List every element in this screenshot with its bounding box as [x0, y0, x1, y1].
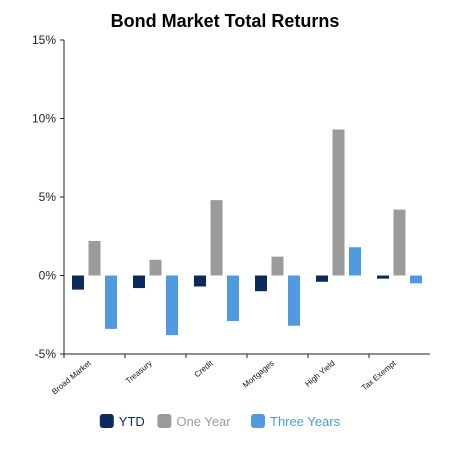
bars-layer [72, 129, 422, 336]
legend-label-one-year: One Year [176, 414, 231, 429]
bar-three-years-high-yield [349, 247, 361, 276]
x-tick-label: Mortgages [241, 359, 276, 390]
bar-three-years-credit [227, 275, 239, 322]
x-tick-label: Tax Exempt [360, 358, 398, 392]
bar-three-years-tax-exempt [410, 275, 422, 284]
bar-one-year-broad-market [88, 240, 101, 276]
bar-ytd-tax-exempt [377, 275, 389, 279]
bar-three-years-broad-market [105, 275, 117, 329]
bar-one-year-treasury [149, 259, 162, 276]
x-tick-label: Broad Market [50, 358, 93, 396]
x-tick-label: Credit [193, 358, 216, 379]
legend-swatch-ytd [99, 414, 114, 428]
x-tick-label: Treasury [124, 359, 154, 386]
bar-one-year-mortgages [271, 256, 284, 276]
legend-swatch-one-year [157, 414, 172, 428]
bar-ytd-mortgages [255, 275, 267, 292]
legend: YTD One Year Three Years [99, 414, 341, 429]
chart-title: Bond Market Total Returns [111, 11, 340, 31]
legend-swatch-three-years [251, 414, 265, 428]
bar-ytd-broad-market [72, 275, 84, 290]
bar-one-year-credit [210, 200, 223, 276]
bar-ytd-high-yield [316, 275, 328, 282]
legend-label-three-years: Three Years [270, 414, 341, 429]
bar-one-year-high-yield [332, 129, 345, 276]
y-tick-label: 10% [32, 112, 56, 126]
y-tick-label: 0% [39, 269, 57, 283]
legend-label-ytd: YTD [119, 414, 145, 429]
y-tick-label: 15% [32, 33, 56, 47]
y-tick-label: 5% [39, 190, 57, 204]
y-tick-label: -5% [35, 347, 57, 361]
bar-ytd-treasury [133, 275, 145, 289]
bar-ytd-credit [194, 275, 206, 287]
bar-three-years-mortgages [288, 275, 300, 326]
bar-one-year-tax-exempt [393, 209, 406, 276]
x-tick-label: High Yield [303, 359, 336, 389]
bar-three-years-treasury [166, 275, 178, 336]
axis-layer: -5% 0% 5% 10% 15% Broad Market Treasury Credit M… [32, 33, 430, 396]
